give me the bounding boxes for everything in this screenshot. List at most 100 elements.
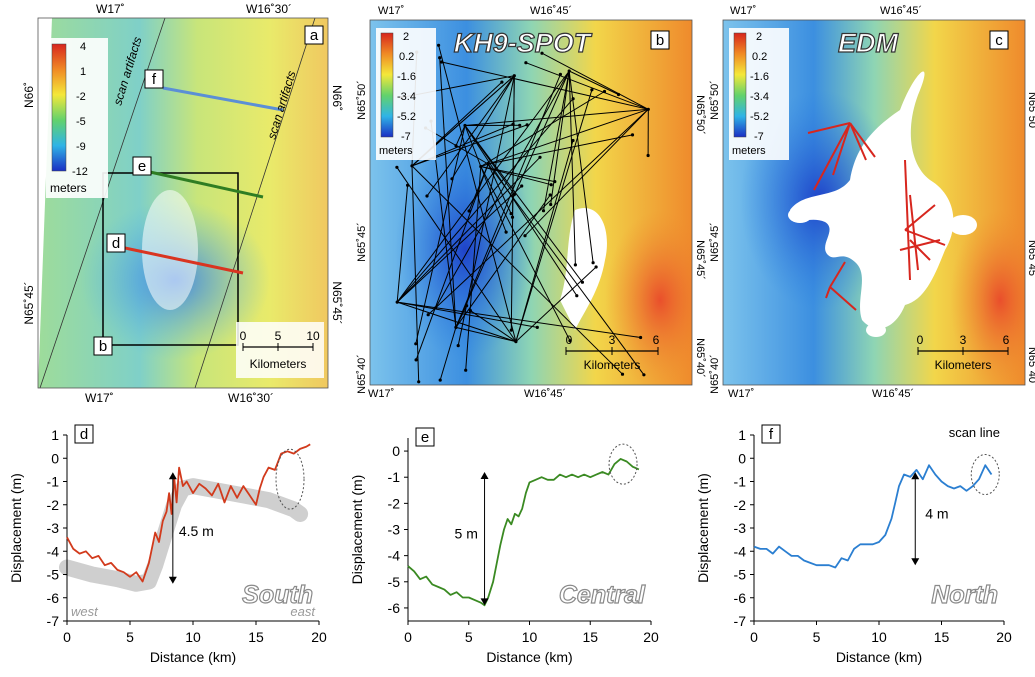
scale-c-label-0: 0 [917, 333, 924, 347]
arrow-head-up [168, 472, 177, 480]
y-tick-label: -1 [47, 474, 60, 490]
x-tick-label: 10 [185, 629, 201, 645]
panel-label-f: f [769, 426, 774, 443]
panel-label-box [761, 424, 781, 444]
edm-lines [807, 122, 946, 311]
profile-tag-b: b [99, 338, 107, 355]
x-tick-label: 0 [63, 629, 71, 645]
panel-label-box-a [304, 25, 324, 45]
colorbar-a-tick-2: -2 [76, 91, 86, 103]
colorbar-c-tick-2: -1.6 [750, 71, 769, 83]
colorbar-b-tick-5: -7 [401, 131, 411, 143]
scale-c-label-1: 3 [960, 333, 967, 347]
colorbar-c-tick-1: 0.2 [752, 51, 767, 63]
map-c-icecap-patch-3 [949, 215, 977, 235]
map-panel-c: EDM c 2 0.2 -1.6 -3.4 -5.2 -7 meters 0 3… [709, 5, 1035, 400]
y-tick-label: 1 [738, 427, 746, 443]
y-tick-label: -4 [388, 548, 401, 564]
trend-band [59, 478, 309, 592]
colorbar-c-tick-5: -7 [754, 131, 764, 143]
colorbar-a-tick-0: 4 [80, 41, 86, 53]
x-tick-label: 10 [871, 629, 887, 645]
profile-name: Central [559, 581, 646, 609]
y-tick-label: 0 [51, 450, 59, 466]
colorbar-a-tick-3: -5 [76, 116, 86, 128]
panel-label-box-b [650, 30, 670, 50]
profile-series-line [66, 443, 311, 583]
y-tick-label: -7 [47, 613, 60, 629]
scale-b-label-0: 0 [566, 333, 573, 347]
offset-label: 4 m [925, 506, 948, 522]
y-tick-label: -6 [388, 600, 401, 616]
y-tick-label: -5 [734, 567, 747, 583]
scale-c-unit: Kilometers [935, 358, 992, 372]
map-a-icecap [142, 190, 198, 310]
plot-area [754, 435, 1004, 621]
x-axis-label: Distance (km) [486, 649, 572, 665]
map-a-top-label-0: W17˚ [96, 2, 125, 16]
colorbar-b [380, 32, 394, 138]
y-tick-label: -2 [734, 497, 747, 513]
colorbar-a-unit: meters [50, 181, 87, 195]
profile-tag-box-b [93, 336, 113, 356]
map-c-bottom-label-1: W16˚45´ [872, 388, 914, 400]
colorbar-c [733, 32, 747, 138]
profile-tag-e: e [138, 158, 146, 175]
map-b-bottom-label-1: W16˚45´ [524, 388, 566, 400]
y-tick-label: -4 [47, 543, 60, 559]
map-c-frame [722, 19, 1026, 386]
profile-name: South [242, 581, 313, 609]
x-tick-label: 20 [996, 629, 1012, 645]
map-a-left-label-1: N65˚45´ [22, 281, 36, 324]
panel-label-c: c [995, 32, 1003, 49]
x-tick-label: 15 [248, 629, 264, 645]
map-c-icecap [790, 71, 954, 329]
y-tick-label: 0 [392, 443, 400, 459]
x-axis-label: Distance (km) [836, 649, 922, 665]
east-label: east [290, 604, 316, 619]
x-tick-label: 10 [522, 629, 538, 645]
map-c-icecap-patch-2 [866, 323, 886, 337]
map-a-top-label-1: W16˚30´ [246, 2, 292, 16]
kh9-spot-tracks [395, 43, 650, 384]
colorbar-c-unit: meters [732, 145, 766, 157]
y-tick-label: 1 [51, 427, 59, 443]
panel-label-a: a [310, 27, 319, 44]
offset-label: 4.5 m [179, 523, 214, 539]
profile-tag-f: f [152, 71, 157, 88]
panel-label-box [74, 424, 94, 444]
y-tick-label: -3 [734, 520, 747, 536]
profile-tag-box-d [106, 233, 126, 253]
map-b-left-label-0: N65˚50´ [356, 80, 368, 120]
scale-b-unit: Kilometers [584, 358, 641, 372]
map-c-right-label-0: N65˚50 [1026, 92, 1035, 128]
y-tick-label: -1 [388, 469, 401, 485]
y-tick-label: -3 [47, 520, 60, 536]
panel-label-b: b [656, 32, 664, 49]
map-b-depression [395, 140, 535, 360]
panel-label-d: d [80, 426, 88, 443]
map-c-icecap-patch-1 [788, 207, 812, 223]
plot-area [408, 438, 651, 621]
arrow-head-down [480, 598, 489, 606]
scale-a-label-1: 5 [275, 329, 282, 343]
y-axis-label: Displacement (m) [349, 475, 365, 585]
inset-box-b [102, 172, 239, 346]
colorbar-a [51, 43, 67, 172]
scan-artifact-line-east [194, 18, 316, 388]
panel-label-e: e [421, 429, 429, 446]
scale-b-label-1: 3 [609, 333, 616, 347]
map-c-left-label-2: N65˚40´ [709, 354, 721, 394]
scan-line-callout: scan line [949, 425, 1000, 440]
scale-a-label-2: 10 [306, 329, 320, 343]
colorbar-a-tick-5: -12 [72, 166, 88, 178]
scale-a-label-0: 0 [240, 329, 247, 343]
map-panel-b: KH9-SPOT b 2 0.2 -1.6 -3.4 -5.2 -7 meter… [356, 5, 706, 400]
y-tick-label: -2 [47, 497, 60, 513]
map-a-right-label-1: N65˚45´ [330, 281, 344, 324]
scale-a-panel [236, 322, 324, 378]
